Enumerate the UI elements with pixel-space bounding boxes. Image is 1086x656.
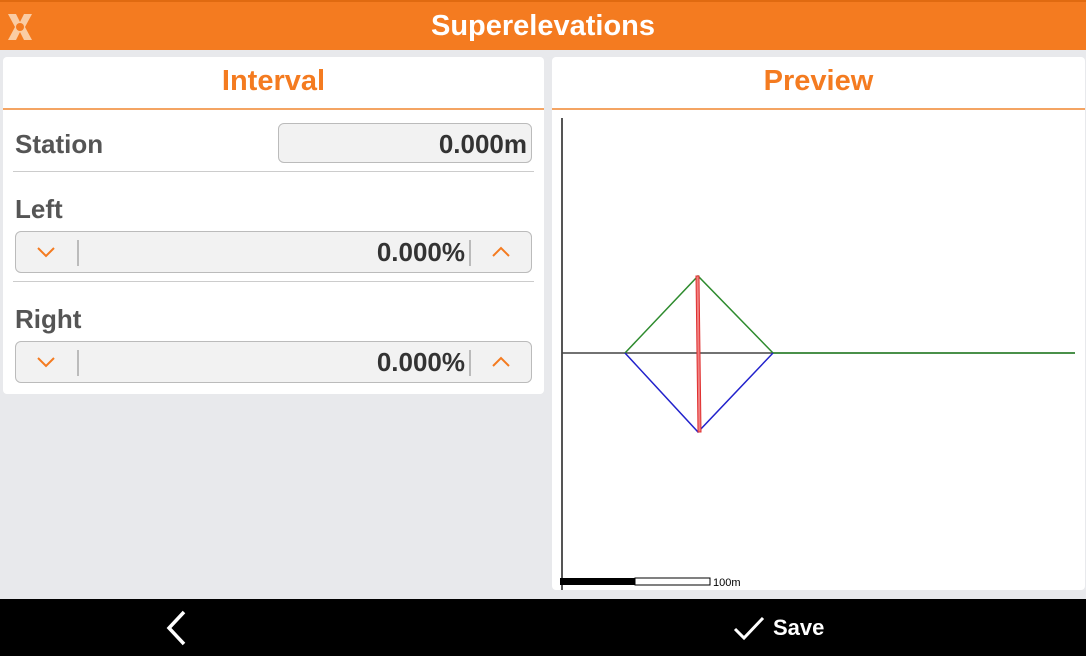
scale-bar-white bbox=[634, 577, 711, 586]
right-value-input[interactable]: 0.000% bbox=[376, 347, 465, 377]
save-label: Save bbox=[773, 615, 825, 640]
bottom-bar: Save bbox=[0, 599, 1086, 656]
left-stepper[interactable]: 0.000% bbox=[15, 231, 532, 273]
check-icon bbox=[733, 616, 765, 641]
left-value-input[interactable]: 0.000% bbox=[376, 237, 465, 267]
app-logo-icon bbox=[8, 14, 32, 40]
interval-title: Interval bbox=[3, 57, 544, 110]
left-increment-button[interactable] bbox=[471, 232, 531, 272]
right-decrement-button[interactable] bbox=[16, 342, 76, 382]
title-bar: Superelevations bbox=[0, 0, 1086, 50]
chevron-up-icon bbox=[492, 246, 510, 257]
scale-label: 100m bbox=[713, 577, 741, 589]
divider bbox=[13, 281, 534, 282]
left-label: Left bbox=[15, 194, 63, 224]
right-stepper[interactable]: 0.000% bbox=[15, 341, 532, 383]
left-decrement-button[interactable] bbox=[16, 232, 76, 272]
back-button[interactable] bbox=[160, 609, 196, 647]
station-input[interactable]: 0.000m bbox=[278, 123, 532, 163]
scale-bar-black bbox=[560, 578, 635, 585]
preview-title: Preview bbox=[552, 57, 1085, 110]
divider bbox=[13, 171, 534, 172]
preview-canvas[interactable]: 100m bbox=[552, 112, 1085, 590]
separator bbox=[469, 240, 471, 266]
interval-panel: Interval Station 0.000m Left 0.000% Righ… bbox=[3, 57, 544, 394]
chevron-down-icon bbox=[37, 247, 55, 258]
preview-panel: Preview 100m bbox=[552, 57, 1085, 590]
separator bbox=[469, 350, 471, 376]
chevron-up-icon bbox=[492, 356, 510, 367]
chevron-left-icon bbox=[166, 610, 186, 646]
right-increment-button[interactable] bbox=[471, 342, 531, 382]
station-label: Station bbox=[15, 129, 104, 159]
separator bbox=[77, 350, 79, 376]
separator bbox=[77, 240, 79, 266]
red-centerline bbox=[695, 275, 702, 433]
save-button[interactable]: Save bbox=[733, 613, 824, 643]
right-label: Right bbox=[15, 304, 82, 334]
page-title: Superelevations bbox=[430, 10, 656, 42]
chevron-down-icon bbox=[37, 357, 55, 368]
